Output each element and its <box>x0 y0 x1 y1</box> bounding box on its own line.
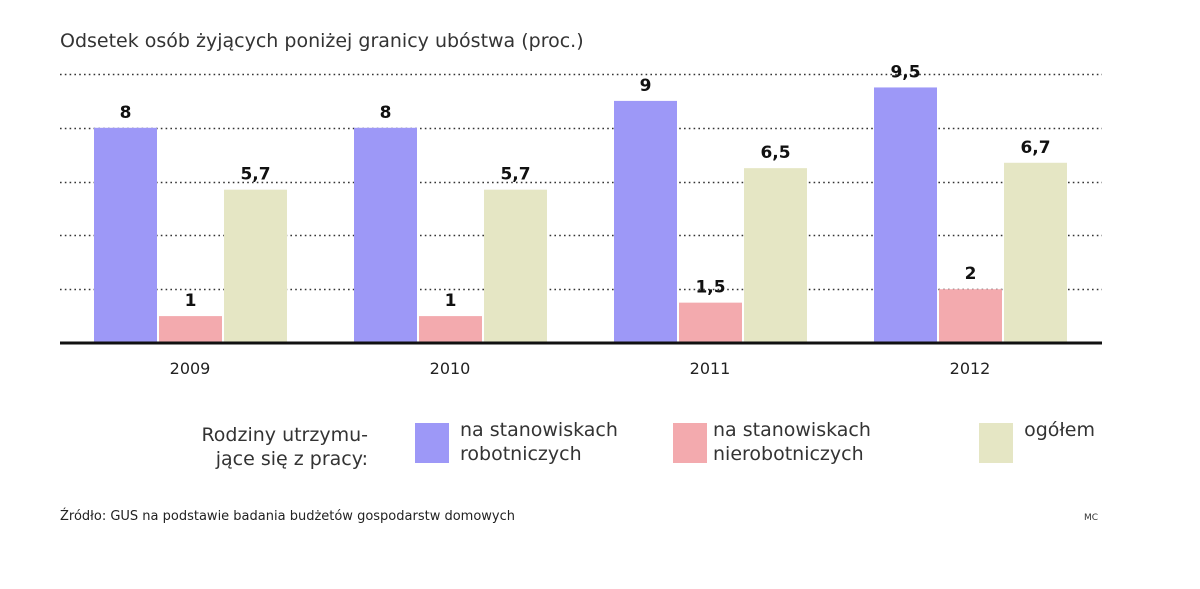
bars <box>94 87 1067 344</box>
gridlines <box>60 73 1102 291</box>
tick-label-2010: 2010 <box>430 359 471 378</box>
bar-2009-series-2 <box>159 316 222 343</box>
legend-title-line: jące się z pracy: <box>215 448 368 470</box>
legend-swatch-series-2 <box>673 423 707 463</box>
bar-2011-series-2 <box>679 302 742 343</box>
tick-label-2011: 2011 <box>690 359 731 378</box>
legend-label-series-1: na stanowiskach <box>460 419 618 441</box>
bar-2011-series-3 <box>744 168 807 343</box>
bar-2011-series-1 <box>614 100 677 344</box>
value-label-2010-series-3: 5,7 <box>500 165 530 185</box>
x-axis-tick-labels: 2009 2010 2011 2012 <box>170 359 991 378</box>
value-label-2011-series-3: 6,5 <box>760 143 790 163</box>
bar-2012-series-1 <box>874 87 937 343</box>
value-label-2012-series-2: 2 <box>965 264 977 284</box>
value-label-2010-series-1: 8 <box>380 103 392 123</box>
value-label-2011-series-2: 1,5 <box>695 278 725 298</box>
bar-2009-series-3 <box>224 189 287 343</box>
value-labels: 8 1 5,7 8 1 5,7 9 1,5 6,5 9,5 2 6,7 <box>120 62 1051 311</box>
legend-title-line: Rodziny utrzymu- <box>201 424 368 446</box>
legend-label-series-2: nierobotniczych <box>713 443 864 465</box>
value-label-2009-series-3: 5,7 <box>240 165 270 185</box>
legend-label-series-1: robotniczych <box>460 443 582 465</box>
tick-label-2009: 2009 <box>170 359 211 378</box>
value-label-2009-series-2: 1 <box>185 291 197 311</box>
bar-2012-series-3 <box>1004 162 1067 343</box>
legend-swatch-series-1 <box>415 423 449 463</box>
bar-2010-series-2 <box>419 316 482 343</box>
legend: Rodziny utrzymu-jące się z pracy: na stan… <box>201 419 1095 470</box>
legend-swatch-series-3 <box>979 423 1013 463</box>
bar-2009-series-1 <box>94 127 157 343</box>
value-label-2012-series-3: 6,7 <box>1020 138 1050 158</box>
value-label-2012-series-1: 9,5 <box>890 62 920 82</box>
source-note: Źródło: GUS na podstawie badania budżetó… <box>60 508 515 524</box>
legend-label-series-3: ogółem <box>1024 419 1095 441</box>
tick-label-2012: 2012 <box>950 359 991 378</box>
value-label-2009-series-1: 8 <box>120 103 132 123</box>
bar-2010-series-1 <box>354 127 417 343</box>
author-credit: MC <box>1084 513 1098 523</box>
value-label-2010-series-2: 1 <box>445 291 457 311</box>
chart-title: Odsetek osób żyjących poniżej granicy ub… <box>60 30 584 52</box>
bar-2012-series-2 <box>939 289 1002 343</box>
value-label-2011-series-1: 9 <box>640 76 652 96</box>
legend-label-series-2: na stanowiskach <box>713 419 871 441</box>
bar-2010-series-3 <box>484 189 547 343</box>
